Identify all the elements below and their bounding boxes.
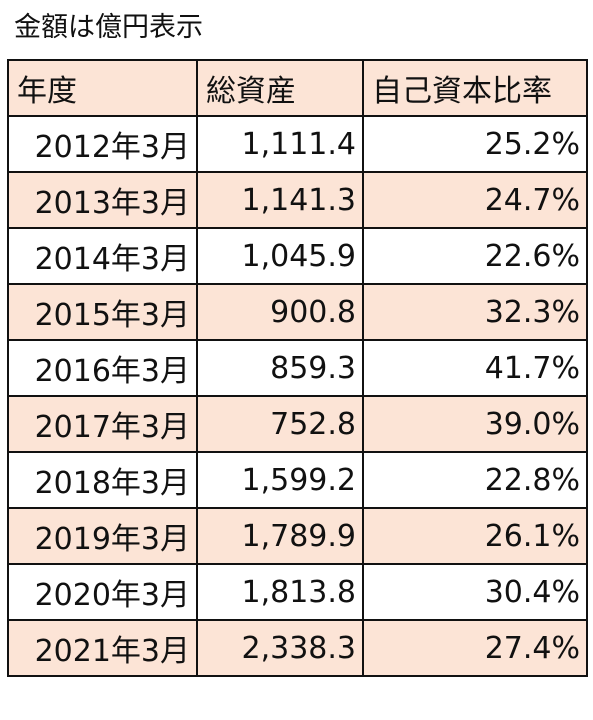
header-total-assets: 総資産 xyxy=(196,59,364,117)
table-row: 2017年3月 752.8 39.0% xyxy=(7,395,588,453)
table-row: 2018年3月 1,599.2 22.8% xyxy=(7,451,588,509)
total-assets-cell: 1,789.9 xyxy=(196,507,364,565)
fiscal-year-cell: 2019年3月 xyxy=(7,507,198,565)
table-row: 2013年3月 1,141.3 24.7% xyxy=(7,171,588,229)
table-row: 2015年3月 900.8 32.3% xyxy=(7,283,588,341)
table-row: 2016年3月 859.3 41.7% xyxy=(7,339,588,397)
fiscal-year-cell: 2017年3月 xyxy=(7,395,198,453)
equity-ratio-cell: 39.0% xyxy=(362,395,588,453)
total-assets-cell: 752.8 xyxy=(196,395,364,453)
equity-ratio-cell: 22.6% xyxy=(362,227,588,285)
equity-ratio-cell: 41.7% xyxy=(362,339,588,397)
total-assets-cell: 2,338.3 xyxy=(196,619,364,677)
header-row: 年度 総資産 自己資本比率 xyxy=(7,59,588,117)
fiscal-year-cell: 2021年3月 xyxy=(7,619,198,677)
equity-ratio-cell: 26.1% xyxy=(362,507,588,565)
fiscal-year-cell: 2018年3月 xyxy=(7,451,198,509)
total-assets-cell: 1,141.3 xyxy=(196,171,364,229)
table-row: 2012年3月 1,111.4 25.2% xyxy=(7,115,588,173)
total-assets-cell: 1,599.2 xyxy=(196,451,364,509)
total-assets-cell: 1,045.9 xyxy=(196,227,364,285)
fiscal-year-cell: 2012年3月 xyxy=(7,115,198,173)
table-row: 2019年3月 1,789.9 26.1% xyxy=(7,507,588,565)
financial-table: 年度 総資産 自己資本比率 2012年3月 1,111.4 25.2% 2013… xyxy=(7,59,588,677)
table-row: 2021年3月 2,338.3 27.4% xyxy=(7,619,588,677)
equity-ratio-cell: 32.3% xyxy=(362,283,588,341)
table-row: 2014年3月 1,045.9 22.6% xyxy=(7,227,588,285)
fiscal-year-cell: 2014年3月 xyxy=(7,227,198,285)
header-fiscal-year: 年度 xyxy=(7,59,198,117)
total-assets-cell: 1,111.4 xyxy=(196,115,364,173)
equity-ratio-cell: 30.4% xyxy=(362,563,588,621)
equity-ratio-cell: 27.4% xyxy=(362,619,588,677)
total-assets-cell: 859.3 xyxy=(196,339,364,397)
equity-ratio-cell: 22.8% xyxy=(362,451,588,509)
header-equity-ratio: 自己資本比率 xyxy=(362,59,588,117)
table-row: 2020年3月 1,813.8 30.4% xyxy=(7,563,588,621)
total-assets-cell: 900.8 xyxy=(196,283,364,341)
fiscal-year-cell: 2020年3月 xyxy=(7,563,198,621)
unit-caption: 金額は億円表示 xyxy=(14,12,203,43)
equity-ratio-cell: 25.2% xyxy=(362,115,588,173)
fiscal-year-cell: 2016年3月 xyxy=(7,339,198,397)
total-assets-cell: 1,813.8 xyxy=(196,563,364,621)
equity-ratio-cell: 24.7% xyxy=(362,171,588,229)
fiscal-year-cell: 2015年3月 xyxy=(7,283,198,341)
fiscal-year-cell: 2013年3月 xyxy=(7,171,198,229)
